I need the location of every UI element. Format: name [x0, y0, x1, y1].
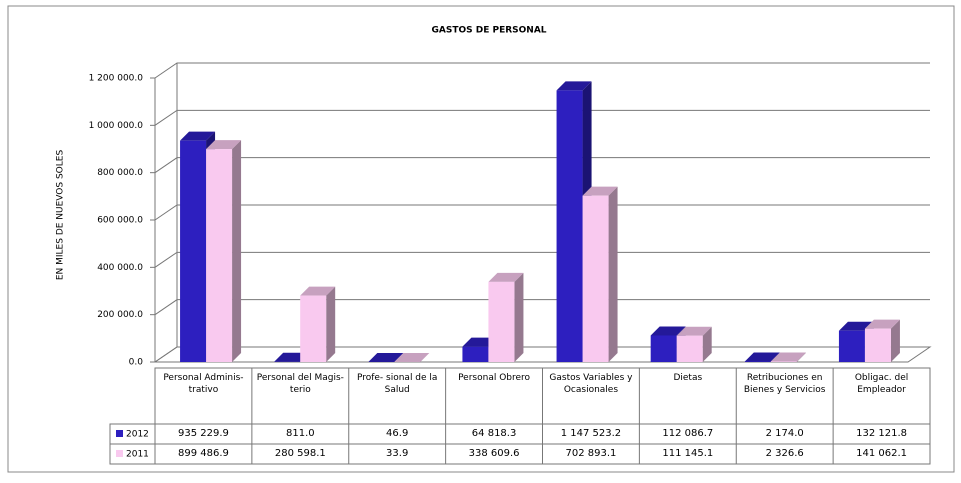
bar: [677, 336, 703, 362]
category-label: Personal del Magis- terio: [252, 368, 349, 424]
category-label-box: Obligac. del Empleador: [833, 368, 930, 424]
bar-side: [326, 287, 335, 362]
floor: [155, 347, 930, 362]
bar: [206, 149, 232, 362]
category-label: Obligac. del Empleador: [833, 368, 930, 424]
category-label-box: Personal Adminis- trativo: [155, 368, 252, 424]
category-label-box: Gastos Variables y Ocasionales: [543, 368, 640, 424]
category-label: Personal Obrero: [446, 368, 543, 424]
category-label: Dietas: [639, 368, 736, 424]
y-tick-label: 400 000.0: [97, 263, 143, 273]
data-label: 132 121.8: [833, 424, 930, 444]
category-label: Profe- sional de la Salud: [349, 368, 446, 424]
data-label-box: 1 147 523.2: [543, 424, 640, 444]
data-label: 280 598.1: [252, 444, 349, 464]
data-label-box: 899 486.9: [155, 444, 252, 464]
y-tick-label: 800 000.0: [97, 168, 143, 178]
y-axis-label: EN MILES DE NUEVOS SOLES: [56, 150, 66, 281]
legend-label: 2012: [126, 430, 149, 440]
data-label-box: 338 609.6: [446, 444, 543, 464]
bar-side: [514, 273, 523, 362]
data-label: 33.9: [349, 444, 446, 464]
legend-swatch: [116, 450, 123, 457]
data-label-box: 811.0: [252, 424, 349, 444]
data-label-box: 64 818.3: [446, 424, 543, 444]
data-label: 1 147 523.2: [543, 424, 640, 444]
y-tick-label: 1 200 000.0: [89, 74, 144, 84]
data-label-box: 46.9: [349, 424, 446, 444]
y-tick-label: 0.0: [129, 358, 144, 368]
data-label: 935 229.9: [155, 424, 252, 444]
bar-side: [609, 187, 618, 362]
data-label: 112 086.7: [639, 424, 736, 444]
bar: [488, 282, 514, 362]
data-label-box: 112 086.7: [639, 424, 736, 444]
bar: [771, 361, 797, 362]
category-label-box: Retribuciones en Bienes y Servicios: [736, 368, 833, 424]
data-label-box: 33.9: [349, 444, 446, 464]
category-label: Gastos Variables y Ocasionales: [543, 368, 640, 424]
chart-title: GASTOS DE PERSONAL: [431, 26, 546, 36]
data-label: 141 062.1: [833, 444, 930, 464]
data-label: 2 174.0: [736, 424, 833, 444]
data-label-box: 111 145.1: [639, 444, 736, 464]
data-label: 811.0: [252, 424, 349, 444]
bar: [583, 196, 609, 362]
data-label-box: 280 598.1: [252, 444, 349, 464]
data-label: 64 818.3: [446, 424, 543, 444]
data-label: 899 486.9: [155, 444, 252, 464]
category-label: Retribuciones en Bienes y Servicios: [736, 368, 833, 424]
data-label-box: 141 062.1: [833, 444, 930, 464]
data-label-box: 132 121.8: [833, 424, 930, 444]
y-tick-label: 1 000 000.0: [89, 121, 144, 131]
bar-side: [232, 140, 241, 362]
data-label-box: 2 174.0: [736, 424, 833, 444]
category-label-box: Personal Obrero: [446, 368, 543, 424]
bar: [180, 141, 206, 362]
bar: [745, 361, 771, 362]
data-label-box: 702 893.1: [543, 444, 640, 464]
category-label: Personal Adminis- trativo: [155, 368, 252, 424]
data-label-box: 2 326.6: [736, 444, 833, 464]
data-label: 702 893.1: [543, 444, 640, 464]
y-tick-label: 600 000.0: [97, 216, 143, 226]
category-label-box: Profe- sional de la Salud: [349, 368, 446, 424]
bar: [651, 335, 677, 362]
bar: [300, 296, 326, 362]
category-label-box: Personal del Magis- terio: [252, 368, 349, 424]
data-label: 46.9: [349, 424, 446, 444]
bar: [557, 90, 583, 362]
data-label: 2 326.6: [736, 444, 833, 464]
category-label-box: Dietas: [639, 368, 736, 424]
data-label: 338 609.6: [446, 444, 543, 464]
data-label-box: 935 229.9: [155, 424, 252, 444]
y-tick-label: 200 000.0: [97, 310, 143, 320]
legend-label: 2011: [126, 450, 149, 460]
bar: [865, 329, 891, 362]
bar: [462, 347, 488, 362]
bar: [839, 331, 865, 362]
legend-swatch: [116, 430, 123, 437]
data-label: 111 145.1: [639, 444, 736, 464]
